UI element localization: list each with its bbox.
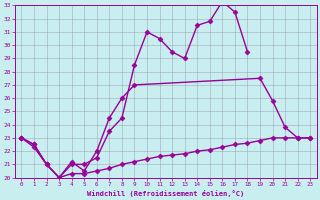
- X-axis label: Windchill (Refroidissement éolien,°C): Windchill (Refroidissement éolien,°C): [87, 190, 244, 197]
